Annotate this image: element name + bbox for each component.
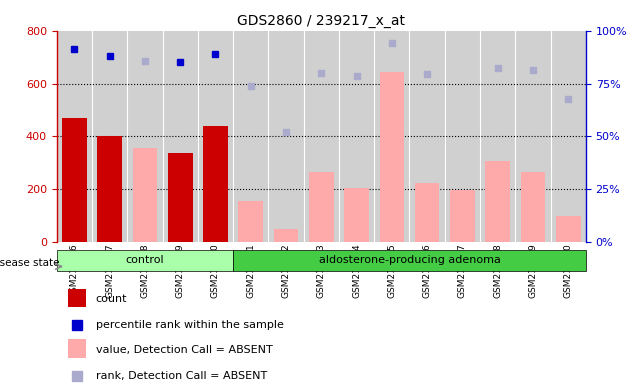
Text: value, Detection Call = ABSENT: value, Detection Call = ABSENT [96, 345, 272, 355]
Bar [57, 31, 92, 242]
Bar [480, 31, 515, 242]
Bar [238, 201, 263, 242]
Bar [168, 154, 193, 242]
Bar [304, 31, 339, 242]
Bar [132, 148, 158, 242]
Bar [339, 31, 374, 242]
Bar [273, 229, 299, 242]
Bar [309, 172, 334, 242]
Bar [520, 172, 546, 242]
Bar [379, 72, 404, 242]
Text: disease state: disease state [0, 258, 60, 268]
Bar [163, 31, 198, 242]
Bar [344, 188, 369, 242]
Bar [127, 31, 163, 242]
Bar [233, 250, 586, 271]
Text: count: count [96, 294, 127, 304]
Bar [68, 339, 86, 358]
Bar [68, 289, 86, 307]
Bar [551, 31, 586, 242]
Bar [450, 190, 475, 242]
Text: aldosterone-producing adenoma: aldosterone-producing adenoma [319, 255, 500, 265]
Bar [415, 182, 440, 242]
Bar [268, 31, 304, 242]
Bar [92, 31, 127, 242]
Bar [57, 250, 233, 271]
Bar [445, 31, 480, 242]
Text: rank, Detection Call = ABSENT: rank, Detection Call = ABSENT [96, 371, 266, 381]
Bar [233, 31, 268, 242]
Bar [374, 31, 410, 242]
Bar [97, 136, 122, 242]
Bar [410, 31, 445, 242]
Bar [556, 215, 581, 242]
Bar [62, 118, 87, 242]
Bar [515, 31, 551, 242]
Text: control: control [125, 255, 164, 265]
Text: percentile rank within the sample: percentile rank within the sample [96, 320, 284, 330]
Bar [203, 126, 228, 242]
Bar [485, 161, 510, 242]
Bar [198, 31, 233, 242]
Title: GDS2860 / 239217_x_at: GDS2860 / 239217_x_at [238, 14, 405, 28]
